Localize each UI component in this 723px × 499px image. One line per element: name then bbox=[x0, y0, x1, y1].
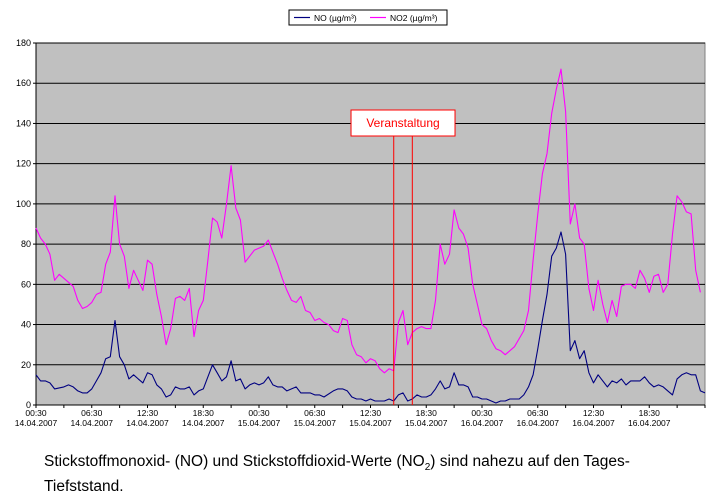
x-tick-time-label: 00:30 bbox=[471, 408, 493, 418]
legend-label-no2: NO2 (µg/m³) bbox=[390, 13, 438, 23]
caption-text-before: Stickstoffmonoxid- (NO) und Stickstoffdi… bbox=[44, 453, 425, 470]
x-tick-time-label: 18:30 bbox=[193, 408, 215, 418]
y-tick-label: 100 bbox=[16, 199, 31, 209]
chart-caption: Stickstoffmonoxid- (NO) und Stickstoffdi… bbox=[44, 452, 684, 496]
x-tick-date-label: 16.04.2007 bbox=[572, 418, 615, 428]
y-tick-label: 20 bbox=[21, 360, 31, 370]
x-tick-date-label: 14.04.2007 bbox=[70, 418, 113, 428]
x-tick-date-label: 14.04.2007 bbox=[15, 418, 58, 428]
y-tick-label: 80 bbox=[21, 239, 31, 249]
series-layer bbox=[35, 68, 706, 404]
y-tick-label: 180 bbox=[16, 38, 31, 48]
x-tick-time-label: 06:30 bbox=[527, 408, 549, 418]
x-axis-ticks: 00:3014.04.200706:3014.04.200712:3014.04… bbox=[15, 405, 706, 428]
x-tick-time-label: 18:30 bbox=[416, 408, 438, 418]
plot-area bbox=[35, 42, 706, 406]
event-label-box bbox=[350, 109, 456, 137]
y-tick-label: 40 bbox=[21, 320, 31, 330]
legend: NO (µg/m³) NO2 (µg/m³) bbox=[288, 9, 448, 26]
y-tick-label: 0 bbox=[26, 400, 31, 410]
x-tick-time-label: 06:30 bbox=[81, 408, 103, 418]
series-line-no2 bbox=[35, 68, 701, 374]
series-line-no bbox=[35, 231, 706, 404]
y-tick-label: 140 bbox=[16, 118, 31, 128]
x-tick-time-label: 12:30 bbox=[360, 408, 382, 418]
y-tick-label: 60 bbox=[21, 279, 31, 289]
x-tick-time-label: 06:30 bbox=[304, 408, 326, 418]
x-tick-date-label: 16.04.2007 bbox=[461, 418, 504, 428]
y-tick-label: 160 bbox=[16, 78, 31, 88]
x-tick-date-label: 16.04.2007 bbox=[516, 418, 559, 428]
x-tick-time-label: 00:30 bbox=[25, 408, 47, 418]
caption-text-after: ) sind nahezu auf den Tages-Tiefststand. bbox=[44, 453, 630, 496]
gridlines bbox=[36, 42, 705, 366]
legend-label-no: NO (µg/m³) bbox=[314, 13, 357, 23]
legend-box bbox=[288, 9, 448, 26]
event-label: Veranstaltung bbox=[366, 116, 439, 130]
x-tick-time-label: 18:30 bbox=[639, 408, 661, 418]
y-tick-label: 120 bbox=[16, 159, 31, 169]
event-annotation: Veranstaltung bbox=[350, 109, 456, 405]
x-tick-date-label: 14.04.2007 bbox=[182, 418, 225, 428]
x-tick-date-label: 16.04.2007 bbox=[628, 418, 671, 428]
x-tick-date-label: 15.04.2007 bbox=[405, 418, 448, 428]
caption-subscript: 2 bbox=[424, 462, 431, 474]
x-tick-time-label: 00:30 bbox=[248, 408, 270, 418]
x-tick-time-label: 12:30 bbox=[583, 408, 605, 418]
x-tick-date-label: 15.04.2007 bbox=[238, 418, 281, 428]
x-tick-date-label: 15.04.2007 bbox=[293, 418, 336, 428]
x-tick-time-label: 12:30 bbox=[137, 408, 159, 418]
x-tick-date-label: 14.04.2007 bbox=[126, 418, 169, 428]
x-tick-date-label: 15.04.2007 bbox=[349, 418, 392, 428]
